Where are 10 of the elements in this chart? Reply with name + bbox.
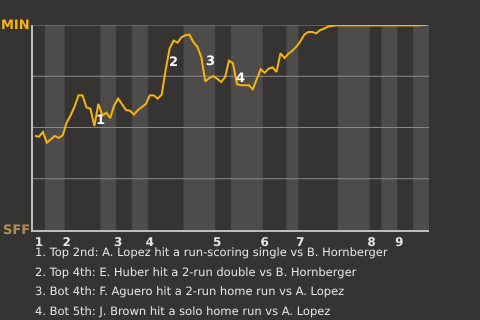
text: 3. Bot 4th: F. Aguero hit a 2-run home run vs A. Lopez bbox=[35, 284, 344, 298]
text: 4. Bot 5th: J. Brown hit a solo home run vs A. Lopez bbox=[35, 304, 330, 318]
annotation: 1 bbox=[96, 113, 106, 128]
annotation: 4 bbox=[236, 71, 246, 86]
text: SFF bbox=[3, 223, 30, 238]
text: 2. Top 4th: E. Huber hit a 2-run double vs B. Hornberger bbox=[35, 265, 357, 279]
x-tick-label: 9 bbox=[395, 235, 404, 250]
annotation: 2 bbox=[169, 55, 178, 70]
annotation: 3 bbox=[206, 54, 216, 69]
text: MIN bbox=[1, 18, 30, 33]
